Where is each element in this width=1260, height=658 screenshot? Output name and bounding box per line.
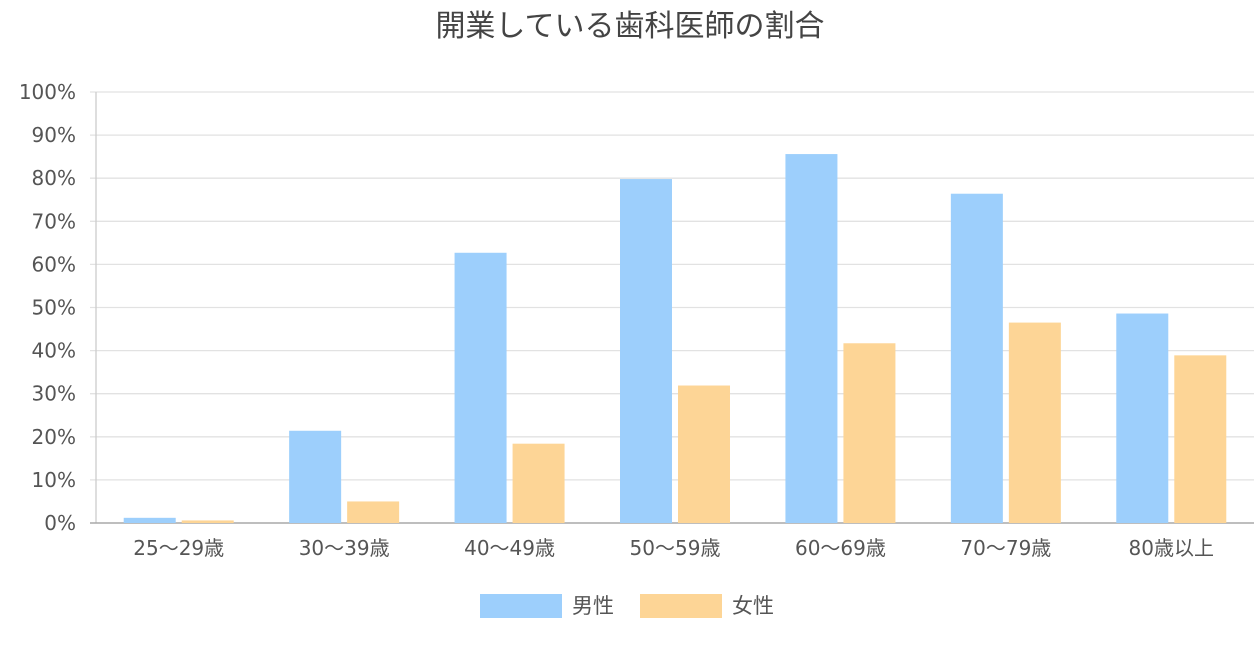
x-axis: 25〜29歳 30〜39歳 40〜49歳 50〜59歳 60〜69歳 70〜79歳 80歳以… (133, 536, 1214, 560)
bar-male-6[interactable] (1116, 313, 1169, 523)
y-tick-label: 100% (19, 80, 76, 104)
y-tick-label: 20% (32, 425, 76, 449)
bar-female-1[interactable] (347, 501, 400, 523)
y-axis: 0% 10% 20% 30% 40% 50% 60% 70% 80% 90% 100% (19, 80, 76, 535)
bar-female-2[interactable] (512, 443, 565, 523)
x-tick-label: 25〜29歳 (133, 536, 224, 560)
y-tick-label: 40% (32, 339, 76, 363)
y-tick-label: 90% (32, 123, 76, 147)
bar-female-3[interactable] (678, 385, 730, 523)
bar-male-5[interactable] (950, 193, 1003, 523)
x-tick-label: 50〜59歳 (630, 536, 721, 560)
x-tick-label: 40〜49歳 (464, 536, 555, 560)
bar-male-2[interactable] (454, 252, 507, 523)
bar-male-0[interactable] (123, 517, 176, 523)
bar-female-4[interactable] (843, 343, 896, 523)
bar-female-0[interactable] (181, 520, 234, 523)
y-tick-label: 50% (32, 296, 76, 320)
legend-label-1[interactable]: 女性 (732, 594, 774, 618)
bar-male-4[interactable] (785, 154, 838, 523)
y-tick-label: 30% (32, 382, 76, 406)
bar-female-5[interactable] (1008, 322, 1061, 523)
legend-label-0[interactable]: 男性 (572, 594, 614, 618)
bars (123, 154, 1227, 523)
bar-female-6[interactable] (1174, 355, 1227, 523)
x-tick-label: 80歳以上 (1129, 536, 1214, 560)
y-tick-label: 0% (44, 511, 76, 535)
y-tick-label: 70% (32, 209, 76, 233)
x-tick-label: 70〜79歳 (960, 536, 1051, 560)
x-tick-label: 60〜69歳 (795, 536, 886, 560)
legend-swatch-1[interactable] (640, 594, 722, 618)
bar-male-3[interactable] (620, 179, 672, 523)
y-tick-label: 80% (32, 166, 76, 190)
chart-title: 開業している歯科医師の割合 (435, 9, 824, 44)
y-tick-label: 60% (32, 252, 76, 276)
x-tick-label: 30〜39歳 (299, 536, 390, 560)
y-tick-label: 10% (32, 468, 76, 492)
bar-male-1[interactable] (289, 430, 342, 523)
legend-swatch-0[interactable] (480, 594, 562, 618)
legend[interactable]: 男性 女性 (480, 594, 774, 618)
